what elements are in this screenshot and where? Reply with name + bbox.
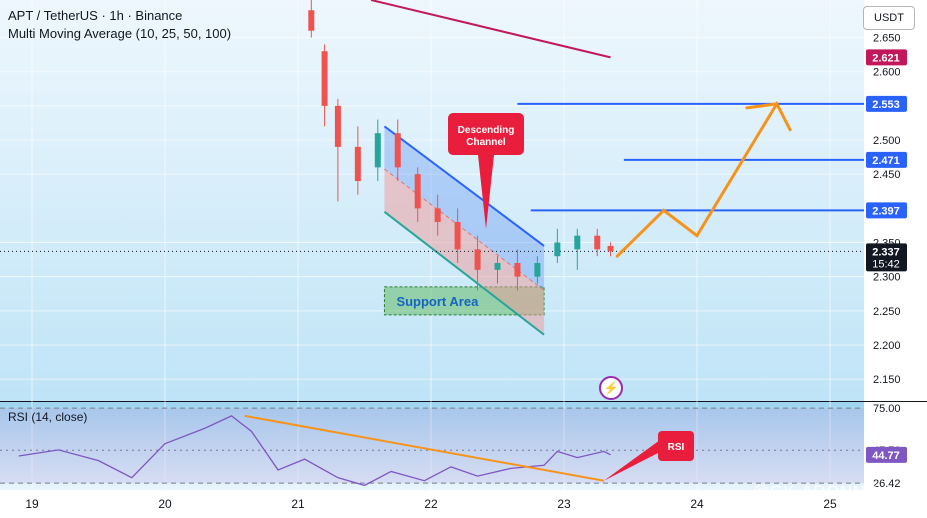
support-zone-label: Support Area xyxy=(396,294,479,309)
candle-body xyxy=(534,263,541,277)
projection-arrowhead xyxy=(745,102,779,110)
time-tick-label: 23 xyxy=(557,497,571,511)
projection-arrow xyxy=(615,100,792,258)
countdown-text: 15:42 xyxy=(872,258,900,270)
candle-body xyxy=(474,249,481,270)
price-tick-label: 2.600 xyxy=(873,67,901,79)
descending-channel-callout xyxy=(448,113,524,155)
rsi-callout-pointer xyxy=(603,440,660,481)
rsi-line xyxy=(18,415,611,487)
candle-body xyxy=(374,133,381,168)
rsi-value-text: 44.77 xyxy=(872,450,900,462)
moving-average xyxy=(370,0,611,59)
candle-body xyxy=(607,245,614,252)
rsi-value-box xyxy=(866,446,907,463)
candle-body xyxy=(334,105,341,147)
channel-lower-fill xyxy=(384,169,545,335)
price-label-text: 2.397 xyxy=(872,205,900,217)
rsi-tick-label: 75.00 xyxy=(873,403,901,415)
candle-body xyxy=(554,242,561,257)
time-tick-label: 24 xyxy=(690,497,704,511)
rsi-callout xyxy=(658,431,694,461)
candle-body xyxy=(394,133,401,168)
channel-upper-fill xyxy=(384,126,545,291)
price-label-box xyxy=(866,151,907,168)
price-label-text: 2.553 xyxy=(872,99,900,111)
price-tick-label: 2.200 xyxy=(873,340,901,352)
symbol-title: APT / TetherUS · 1h · Binance xyxy=(8,8,183,23)
indicator-title: Multi Moving Average (10, 25, 50, 100) xyxy=(8,26,232,41)
candle-body xyxy=(494,263,501,270)
price-tick-label: 2.250 xyxy=(873,306,901,318)
callout-pointer xyxy=(478,155,494,229)
axes: 2.6502.6002.5502.5002.4502.3502.3002.250… xyxy=(25,33,907,511)
rsi-band xyxy=(0,408,864,484)
price-tick-label: 2.450 xyxy=(873,169,901,181)
price-tick-label: 2.500 xyxy=(873,135,901,147)
callout-text-line-1: Descending xyxy=(458,125,515,136)
time-tick-label: 21 xyxy=(291,497,305,511)
candle-body xyxy=(414,174,421,209)
rsi-pane-background xyxy=(0,402,864,490)
time-axis-background xyxy=(0,490,864,518)
price-tick-label: 2.150 xyxy=(873,374,901,386)
candle-body xyxy=(354,146,361,182)
candle-body xyxy=(434,208,441,223)
rsi-tick-label: 26.42 xyxy=(873,478,901,490)
price-label-box xyxy=(866,243,907,272)
candle-body xyxy=(514,263,521,277)
channel-and-zone: Support Area xyxy=(383,125,545,336)
price-label-box xyxy=(866,49,907,66)
ma-line xyxy=(370,0,611,59)
rsi-trendline xyxy=(244,414,605,482)
time-tick-label: 20 xyxy=(158,497,172,511)
candle-body xyxy=(574,235,581,250)
time-tick-label: 19 xyxy=(25,497,39,511)
price-tick-label: 2.650 xyxy=(873,33,901,45)
time-tick-label: 22 xyxy=(424,497,438,511)
price-label-text: 2.621 xyxy=(872,52,900,64)
candle-body xyxy=(308,10,315,31)
price-label-text: 2.337 xyxy=(872,246,900,258)
lightning-icon[interactable]: ⚡ xyxy=(599,376,623,400)
rsi-pane: RSI xyxy=(0,407,864,487)
channel-upper-line xyxy=(383,125,545,247)
candle-body xyxy=(594,235,601,250)
candle-body xyxy=(454,222,461,250)
price-tick-label: 2.300 xyxy=(873,272,901,284)
channel-lower-line xyxy=(383,210,545,336)
rsi-callout-text: RSI xyxy=(668,442,685,453)
candle-body xyxy=(321,51,328,106)
projection xyxy=(615,100,792,258)
rsi-title: RSI (14, close) xyxy=(8,410,88,424)
time-tick-label: 25 xyxy=(823,497,837,511)
candles xyxy=(308,0,614,291)
channel-midline xyxy=(384,168,545,291)
price-label-text: 2.471 xyxy=(872,155,900,167)
currency-selector[interactable]: USDT xyxy=(863,6,915,30)
callout-text-line-2: Channel xyxy=(466,137,506,148)
price-label-box xyxy=(866,202,907,219)
price-label-box xyxy=(866,95,907,112)
watermark: @GK-ARONNO xyxy=(752,482,880,501)
